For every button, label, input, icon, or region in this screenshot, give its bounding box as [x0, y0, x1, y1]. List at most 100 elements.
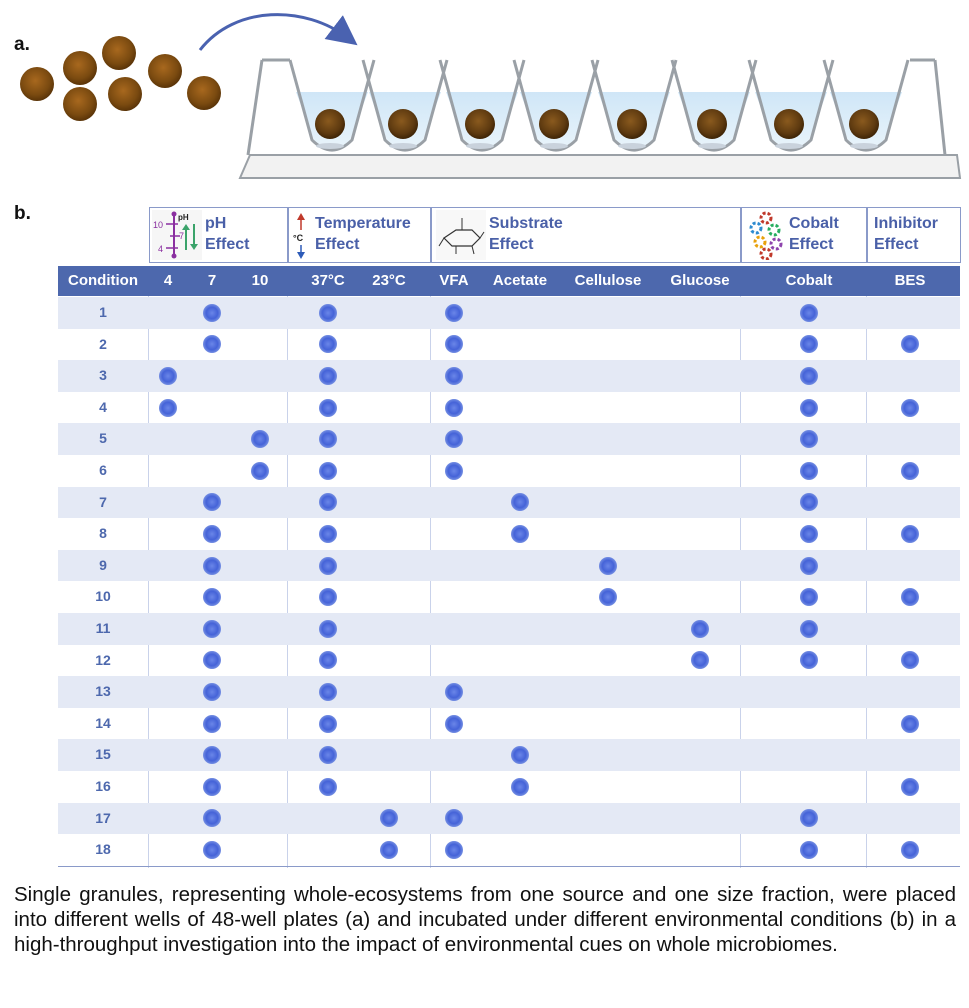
column-header: VFA: [439, 272, 469, 289]
column-header: 7: [207, 272, 217, 289]
condition-marker: [800, 430, 818, 449]
well-granule: [849, 109, 879, 139]
column-header: Glucose: [670, 272, 730, 289]
svg-text:°C: °C: [293, 233, 304, 243]
column-header: 4: [163, 272, 173, 289]
condition-marker: [800, 809, 818, 828]
condition-marker: [901, 398, 919, 417]
panel-b-label: b.: [14, 203, 31, 224]
condition-marker: [445, 461, 463, 480]
condition-number: 6: [99, 462, 107, 478]
condition-marker: [203, 809, 221, 828]
condition-marker: [511, 525, 529, 543]
well-plate-illustration: [20, 13, 962, 179]
condition-marker: [901, 841, 919, 859]
table-row: [58, 676, 960, 708]
ph-effect-box: 10 7 4 pH pH Effect: [149, 207, 288, 263]
condition-marker: [800, 335, 818, 354]
well-granule: [617, 109, 647, 139]
table-row: [58, 708, 960, 740]
condition-marker: [319, 714, 337, 733]
table-row: [58, 645, 960, 677]
condition-marker: [800, 367, 818, 385]
condition-marker: [203, 651, 221, 670]
cobalt-effect-box: Cobalt Effect: [741, 207, 867, 263]
condition-marker: [599, 556, 617, 575]
table-row: [58, 360, 960, 392]
condition-marker: [599, 588, 617, 607]
condition-marker: [203, 303, 221, 322]
well-granule: [465, 109, 495, 139]
condition-marker: [901, 461, 919, 480]
table-row: [58, 297, 960, 329]
table-row: [58, 455, 960, 487]
condition-marker: [159, 367, 177, 385]
table-bottom-rule: [58, 865, 960, 867]
cobalt-effect-label: Cobalt Effect: [789, 215, 839, 253]
condition-number: 2: [99, 335, 107, 352]
well-granule: [539, 109, 569, 139]
condition-marker: [800, 556, 818, 575]
condition-marker: [691, 619, 709, 638]
condition-number: 3: [99, 367, 107, 384]
column-header: 37°C: [311, 272, 345, 289]
condition-marker: [800, 398, 818, 417]
column-header: Acetate: [492, 272, 548, 289]
condition-marker: [203, 714, 221, 733]
column-header: Cellulose: [574, 272, 642, 289]
condition-number: 18: [95, 841, 111, 858]
table-row: [58, 613, 960, 645]
table-row: [58, 581, 960, 613]
condition-number: 1: [99, 304, 107, 320]
column-separator: [148, 296, 149, 868]
gears-icon: [749, 211, 783, 260]
well-granule: [315, 109, 345, 139]
condition-marker: [445, 809, 463, 828]
condition-marker: [380, 809, 398, 828]
svg-text:7: 7: [179, 231, 184, 241]
condition-marker: [319, 588, 337, 607]
condition-marker: [445, 430, 463, 449]
condition-marker: [319, 525, 337, 543]
table-row: [58, 486, 960, 519]
granule-group: [20, 36, 221, 121]
condition-number: 13: [95, 683, 111, 700]
condition-marker: [203, 746, 221, 765]
condition-marker: [800, 619, 818, 638]
table-header: [58, 266, 960, 296]
condition-number: 12: [95, 651, 111, 668]
condition-marker: [319, 430, 337, 449]
table-row: [58, 802, 960, 835]
inhibitor-effect-label: Inhibitor Effect: [874, 215, 938, 253]
condition-marker: [511, 777, 529, 796]
condition-marker: [511, 746, 529, 765]
condition-marker: [445, 398, 463, 417]
condition-marker: [800, 461, 818, 480]
condition-marker: [901, 651, 919, 670]
figure-caption: Single granules, representing whole-ecos…: [14, 883, 956, 956]
well-plate: [238, 58, 962, 179]
condition-marker: [445, 841, 463, 859]
condition-marker: [203, 588, 221, 607]
condition-marker: [445, 303, 463, 322]
condition-marker: [159, 398, 177, 417]
condition-number: 5: [99, 430, 107, 447]
condition-number: 14: [95, 714, 111, 731]
ph-effect-label: pH Effect: [205, 215, 250, 253]
condition-marker: [203, 841, 221, 859]
condition-marker: [445, 335, 463, 354]
condition-number: 8: [99, 525, 107, 542]
condition-marker: [319, 335, 337, 354]
condition-marker: [800, 525, 818, 543]
table-row: [58, 518, 960, 550]
condition-marker: [203, 525, 221, 543]
substrate-effect-box: Substrate Effect: [431, 207, 741, 263]
table-row: [58, 771, 960, 803]
column-header: 10: [251, 272, 269, 289]
condition-header: Condition: [68, 272, 138, 289]
column-separator: [430, 296, 431, 868]
condition-number: 4: [99, 398, 107, 415]
condition-number: 7: [99, 493, 107, 510]
svg-text:pH: pH: [178, 213, 189, 222]
condition-marker: [901, 777, 919, 796]
